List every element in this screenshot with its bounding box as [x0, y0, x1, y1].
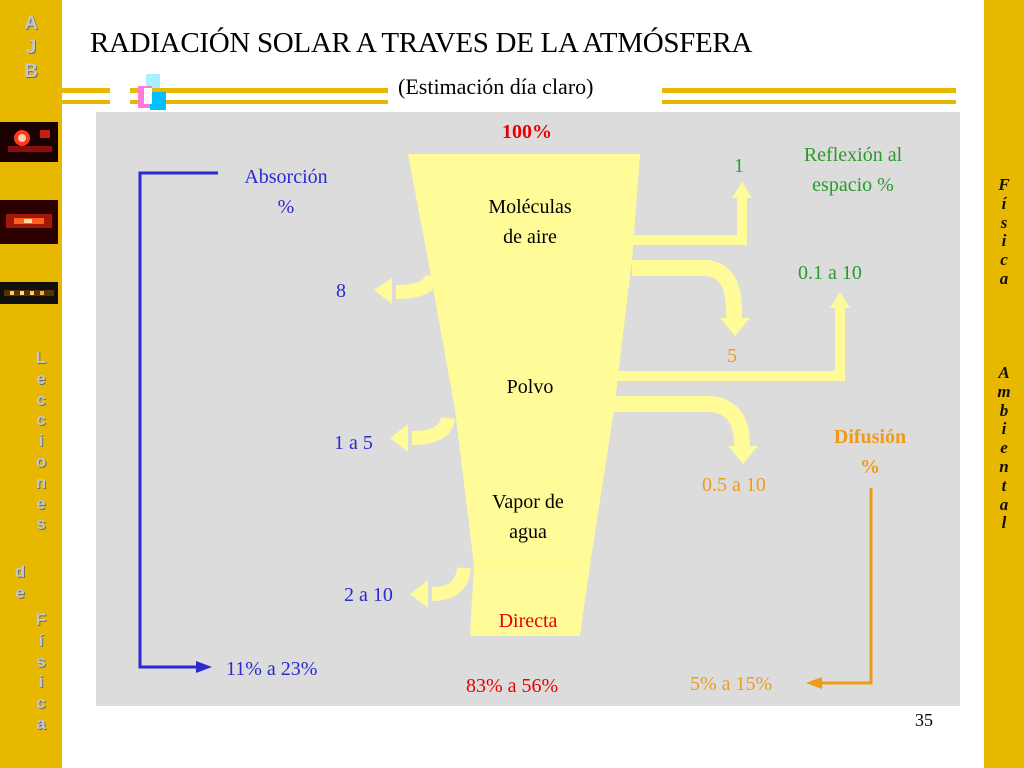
diffusion-total: 5% a 15%: [690, 673, 773, 695]
reflection-arrow-dust: [614, 306, 845, 381]
logo-letter-j: J: [25, 37, 37, 58]
logo-letter-a: A: [24, 13, 38, 34]
absorption-arrow-molecules: [395, 274, 439, 299]
direct-beam: [470, 565, 590, 636]
left-vertical-text: L e c c i o n e s: [35, 348, 47, 534]
layer-molecules-line1: Moléculas: [488, 196, 572, 218]
layer-direct: Directa: [498, 610, 558, 632]
absorption-bracket: [138, 171, 218, 669]
right-vertical-text-ambiental: A m b i e n t a l: [997, 363, 1011, 533]
reflection-arrow-molecules: [632, 196, 747, 245]
top-value: 100%: [502, 121, 552, 143]
diffusion-bracket: [820, 488, 873, 685]
direct-total: 83% a 56%: [466, 675, 559, 697]
absorption-total: 11% a 23%: [226, 658, 318, 680]
layer-dust: Polvo: [506, 376, 554, 398]
atmosphere-funnel: [408, 154, 640, 565]
right-vertical-text-fisica: F í s i c a: [998, 175, 1010, 288]
absorption-arrow-dust: [411, 416, 455, 445]
absorption-arrow-vapor: [431, 566, 471, 601]
absorption-header-line1: Absorción: [244, 166, 328, 188]
reflection-molecules-value: 1: [734, 155, 744, 177]
diffusion-arrow-dust: [610, 396, 750, 448]
diffusion-header-line2: %: [860, 456, 880, 478]
spectrum-photo-3: [0, 282, 58, 304]
spectrum-photo-2: [0, 200, 58, 244]
diffusion-dust-value: 0.5 a 10: [702, 474, 766, 496]
layer-molecules-line2: de aire: [503, 226, 557, 248]
page-title: RADIACIÓN SOLAR A TRAVES DE LA ATMÓSFERA: [90, 27, 753, 59]
left-vertical-text-de: d e: [14, 562, 26, 602]
diffusion-header-line1: Difusión: [833, 426, 907, 448]
diffusion-molecules-value: 5: [727, 345, 737, 367]
right-sidebar: [984, 0, 1024, 768]
reflection-header-line1: Reflexión al: [803, 144, 903, 166]
reflection-dust-value: 0.1 a 10: [798, 262, 862, 284]
reflection-header-line2: espacio %: [812, 174, 894, 196]
layer-vapor-line1: Vapor de: [492, 491, 564, 513]
absorption-header-line2: %: [277, 196, 295, 218]
logo-letter-b: B: [24, 61, 38, 82]
spectrum-photo-1: [0, 122, 58, 162]
left-vertical-text-fisica: F í s i c a: [35, 610, 47, 733]
page-subtitle: (Estimación día claro): [398, 74, 594, 99]
absorption-dust-value: 1 a 5: [334, 432, 373, 454]
page-number: 35: [915, 710, 933, 730]
layer-vapor-line2: agua: [509, 521, 547, 543]
absorption-molecules-value: 8: [336, 280, 346, 302]
diffusion-arrow-molecules: [632, 260, 742, 320]
absorption-vapor-value: 2 a 10: [344, 584, 393, 606]
